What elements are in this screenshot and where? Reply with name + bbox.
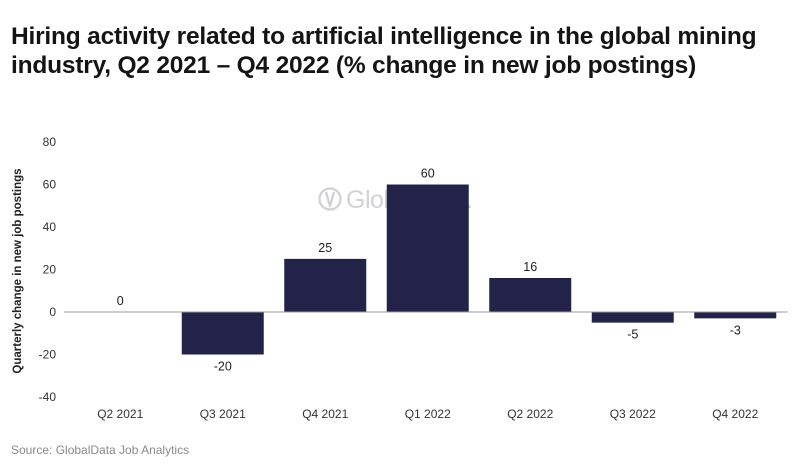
y-tick-label: 40 (43, 220, 57, 234)
x-tick-label: Q2 2022 (507, 407, 553, 421)
x-tick-label: Q2 2021 (97, 407, 143, 421)
y-axis-title: Quarterly change in new job postings (12, 168, 24, 373)
bar-q4-2021 (284, 258, 367, 312)
data-label: -3 (730, 323, 741, 337)
y-tick-label: -20 (39, 348, 57, 362)
bar-q1-2022 (386, 184, 469, 312)
y-tick-label: -40 (39, 390, 57, 404)
data-label: 16 (523, 260, 537, 274)
y-tick-label: 0 (49, 305, 56, 319)
y-tick-label: 20 (43, 263, 57, 277)
bar-q3-2021 (181, 312, 264, 355)
x-tick-label: Q3 2022 (610, 407, 656, 421)
bar-q4-2022 (694, 312, 777, 319)
data-label: 0 (117, 294, 124, 308)
globaldata-logo-icon (318, 187, 342, 211)
y-tick-label: 60 (43, 178, 57, 192)
chart-title: Hiring activity related to artificial in… (11, 23, 757, 79)
bar-q2-2022 (489, 278, 572, 312)
y-tick-label: 80 (43, 135, 57, 149)
source-note: Source: GlobalData Job Analytics (11, 443, 190, 457)
bar-q3-2022 (591, 312, 674, 323)
data-label: 60 (421, 167, 435, 181)
data-label: -5 (627, 328, 638, 342)
x-tick-label: Q1 2022 (405, 407, 451, 421)
data-label: 25 (318, 241, 332, 255)
x-tick-label: Q3 2021 (200, 407, 246, 421)
data-label: -20 (214, 360, 232, 374)
x-tick-label: Q4 2022 (712, 407, 758, 421)
x-tick-label: Q4 2021 (302, 407, 348, 421)
